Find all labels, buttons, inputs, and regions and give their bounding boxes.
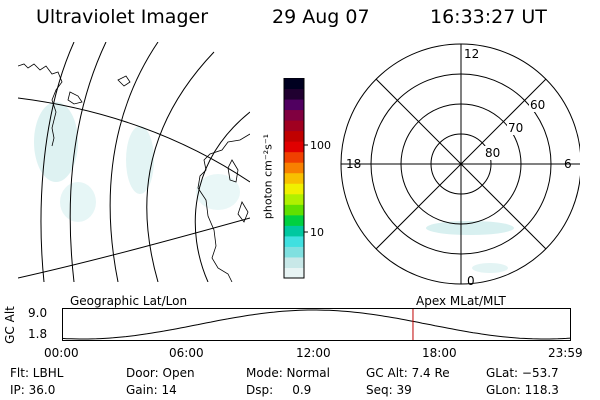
info-gc-alt: GC Alt: 7.4 Re — [366, 366, 450, 380]
timeline-right-label: Apex MLat/MLT — [416, 294, 506, 308]
colorbar-band — [284, 141, 304, 153]
colorbar-band — [284, 267, 304, 279]
app-title: Ultraviolet Imager — [36, 6, 209, 28]
header-time: 16:33:27 UT — [430, 6, 547, 28]
lat-lon-grid — [17, 41, 251, 283]
timeline-tick-1800: 18:00 — [422, 346, 457, 360]
info-seq: Seq: 39 — [366, 383, 412, 397]
colorbar-tick-label-10: 10 — [310, 226, 324, 239]
lat-label-70: 70 — [507, 121, 525, 135]
lat-label-80: 80 — [484, 146, 502, 160]
mlt-label-6: 6 — [564, 157, 572, 171]
coastline — [17, 63, 251, 283]
colorbar-band — [284, 109, 304, 121]
timeline-y-min: 1.8 — [28, 327, 48, 341]
colorbar-scale — [283, 77, 308, 279]
timeline-tick-2359: 23:59 — [548, 346, 583, 360]
colorbar-band — [284, 172, 304, 184]
colorbar-band — [284, 162, 304, 174]
colorbar-frame — [283, 77, 305, 279]
colorbar-tick-label-100: 100 — [310, 139, 331, 152]
altitude-plot — [62, 308, 571, 341]
timeline-y-max: 9.0 — [28, 306, 48, 320]
info-ip: IP: 36.0 — [10, 383, 56, 397]
header-date: 29 Aug 07 — [272, 6, 370, 28]
aurora-emission — [34, 102, 240, 222]
colorbar-band — [284, 120, 304, 132]
colorbar-band — [284, 183, 304, 195]
lat-label-60: 60 — [529, 98, 547, 112]
info-mode: Mode: Normal — [246, 366, 330, 380]
colorbar-band — [284, 204, 304, 216]
info-door: Door: Open — [126, 366, 195, 380]
colorbar-unit-label: photon cm⁻²s⁻¹ — [261, 133, 275, 220]
mlt-label-0: 0 — [467, 274, 475, 288]
colorbar-band — [284, 214, 304, 226]
info-glat: GLat: −53.7 — [486, 366, 559, 380]
timeline-axis-label: GC Alt — [3, 306, 17, 344]
mlt-label-18: 18 — [346, 157, 362, 171]
geographic-map-panel[interactable] — [17, 41, 251, 283]
polar-grid — [340, 43, 582, 285]
timeline-left-label: Geographic Lat/Lon — [70, 294, 188, 308]
timeline-tick-0600: 06:00 — [169, 346, 204, 360]
colorbar-band — [284, 130, 304, 142]
info-filter: Flt: LBHL — [10, 366, 64, 380]
info-glon: GLon: 118.3 — [486, 383, 559, 397]
colorbar-band — [284, 235, 304, 247]
timeline-tick-0000: 00:00 — [44, 346, 79, 360]
timeline-tick-1200: 12:00 — [296, 346, 331, 360]
apex-polar-panel[interactable]: 80 70 60 12 18 6 0 — [340, 42, 582, 290]
colorbar-band — [284, 88, 304, 100]
colorbar-band — [284, 78, 304, 90]
colorbar-band — [284, 225, 304, 237]
status-info: Flt: LBHL Door: Open Mode: Normal GC Alt… — [0, 364, 600, 400]
timeline-frame — [62, 308, 571, 341]
altitude-timeline[interactable]: Geographic Lat/Lon Apex MLat/MLT GC Alt … — [0, 294, 600, 360]
colorbar-band — [284, 256, 304, 268]
geographic-map — [17, 41, 251, 283]
colorbar-band — [284, 193, 304, 205]
altitude-curve — [62, 309, 571, 340]
polar-plot — [340, 43, 582, 285]
info-gain: Gain: 14 — [126, 383, 177, 397]
colorbar: 100 10 photon cm⁻²s⁻¹ — [261, 77, 331, 284]
colorbar-band — [284, 246, 304, 258]
colorbar-band — [284, 99, 304, 111]
colorbar-band — [284, 151, 304, 163]
aurora-emission — [426, 221, 514, 273]
mlt-label-12: 12 — [464, 47, 480, 61]
info-dsp: Dsp: 0.9 — [246, 383, 312, 397]
